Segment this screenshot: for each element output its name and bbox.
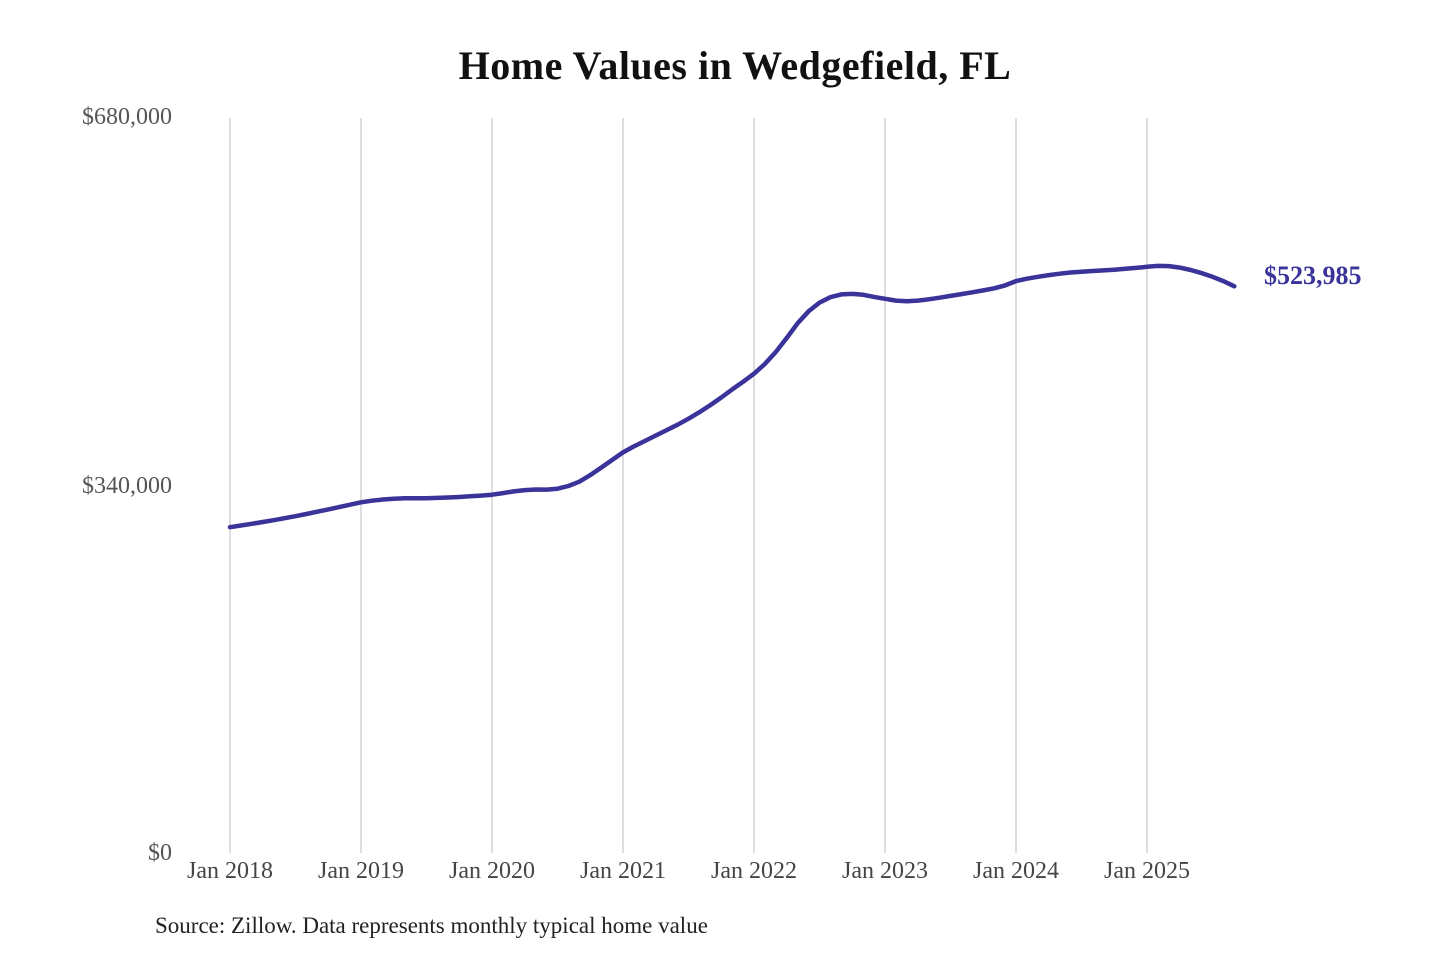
y-tick-label-mid: $340,000 xyxy=(82,473,172,499)
x-tick-label: Jan 2020 xyxy=(449,858,535,884)
chart-title: Home Values in Wedgefield, FL xyxy=(458,43,1012,88)
x-tick-label: Jan 2019 xyxy=(318,858,404,884)
x-tick-label: Jan 2025 xyxy=(1104,858,1190,884)
gridlines xyxy=(229,118,1148,853)
x-tick-label: Jan 2024 xyxy=(973,858,1059,884)
y-tick-label-top: $680,000 xyxy=(82,104,172,130)
x-tick-label: Jan 2023 xyxy=(842,858,928,884)
x-tick-label: Jan 2018 xyxy=(187,858,273,884)
x-tick-label: Jan 2022 xyxy=(711,858,797,884)
value-line xyxy=(227,263,1237,530)
x-tick-label: Jan 2021 xyxy=(580,858,666,884)
latest-value-annotation: $523,985 xyxy=(1264,261,1362,290)
y-tick-label-zero: $0 xyxy=(148,840,172,866)
source-note: Source: Zillow. Data represents monthly … xyxy=(155,913,708,938)
